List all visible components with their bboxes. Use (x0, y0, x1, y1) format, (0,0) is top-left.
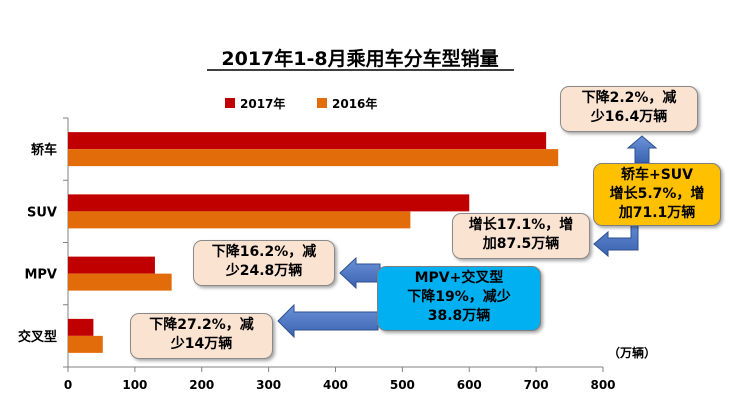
bar-交叉型-2017年 (68, 318, 94, 336)
x-tick-label: 600 (457, 378, 482, 392)
x-tick-label: 200 (189, 378, 214, 392)
category-label: 轿车 (31, 142, 57, 158)
chart-title: 2017年1-8月乘用车分车型销量 (221, 47, 498, 70)
arrow-bend-left-icon (593, 217, 639, 258)
annotation-arrows (277, 135, 658, 339)
callout-line: 少24.8万辆 (225, 263, 303, 279)
callout-line: 轿车+SUV (620, 167, 694, 183)
bar-MPV-2016年 (68, 273, 172, 291)
bar-MPV-2017年 (68, 256, 155, 274)
callout-line: 下降16.2%，减 (211, 244, 317, 260)
arrow-left-icon (277, 303, 379, 339)
legend-swatch-2017 (225, 98, 235, 108)
callout-line: 少14万辆 (170, 336, 233, 352)
x-unit-label: （万辆） (608, 345, 656, 360)
callout-suv: 增长17.1%，增 加87.5万辆 (452, 213, 590, 259)
callout-line: 少16.4万辆 (590, 109, 668, 125)
bar-轿车-2017年 (68, 132, 547, 150)
callout-line: 下降2.2%，减 (581, 90, 677, 106)
x-tick-label: 800 (590, 378, 615, 392)
x-tick-label: 500 (390, 378, 415, 392)
bar-轿车-2016年 (68, 149, 559, 167)
callout-cross: 下降27.2%，减 少14万辆 (130, 313, 273, 359)
legend-swatch-2016 (317, 98, 327, 108)
arrow-left-icon (339, 256, 381, 290)
callout-line: 下降27.2%，减 (149, 317, 254, 333)
callout-line: 38.8万辆 (427, 308, 491, 324)
callout-line: 增长17.1%，增 (468, 217, 574, 233)
legend-label-2017: 2017年 (240, 96, 285, 111)
callout-line: 增长5.7%，增 (609, 186, 705, 202)
callout-sedan: 下降2.2%，减 少16.4万辆 (560, 86, 698, 132)
plot-area: 0 100 200 300 400 500 600 700 800 （万辆） 轿车 SUV MPV 交叉型 (18, 117, 656, 392)
x-tick-label: 300 (256, 378, 281, 392)
category-label: MPV (24, 268, 57, 283)
legend: 2017年 2016年 (225, 96, 377, 111)
callout-sedan-suv-total: 轿车+SUV 增长5.7%，增 加71.1万辆 (593, 163, 721, 226)
x-tick-label: 0 (64, 378, 72, 392)
category-label: SUV (27, 205, 57, 220)
callout-mpv-cross-total: MPV+交叉型 下降19%，减少 38.8万辆 (377, 266, 541, 331)
x-tick-label: 400 (323, 378, 348, 392)
bar-SUV-2016年 (68, 211, 411, 229)
arrow-up-icon (626, 135, 658, 164)
callout-line: 加87.5万辆 (482, 236, 560, 252)
callout-line: 下降19%，减少 (407, 289, 511, 305)
x-tick-label: 100 (122, 378, 147, 392)
bar-交叉型-2016年 (68, 335, 103, 353)
callout-mpv: 下降16.2%，减 少24.8万辆 (193, 240, 335, 286)
x-tick-label: 700 (524, 378, 549, 392)
callout-line: MPV+交叉型 (414, 270, 504, 286)
bar-SUV-2017年 (68, 194, 470, 212)
category-label: 交叉型 (18, 329, 57, 345)
legend-label-2016: 2016年 (332, 96, 377, 111)
callout-line: 加71.1万辆 (618, 205, 696, 221)
